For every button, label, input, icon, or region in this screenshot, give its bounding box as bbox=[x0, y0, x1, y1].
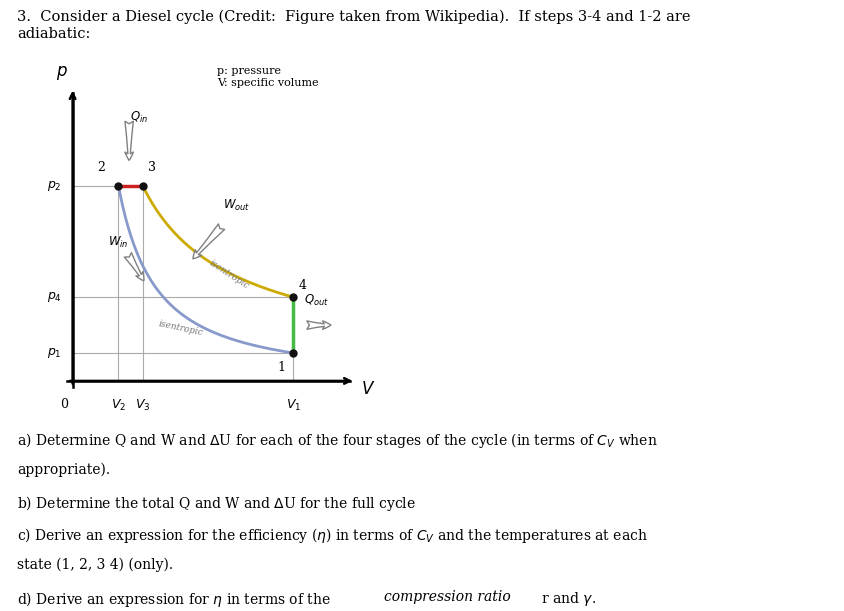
Text: $W_{in}$: $W_{in}$ bbox=[107, 235, 128, 250]
Text: $p_1$: $p_1$ bbox=[47, 346, 62, 360]
Text: 3.  Consider a Diesel cycle (Credit:  Figure taken from Wikipedia).  If steps 3-: 3. Consider a Diesel cycle (Credit: Figu… bbox=[17, 9, 690, 24]
Text: 0: 0 bbox=[61, 398, 68, 411]
Text: r and $\gamma$.: r and $\gamma$. bbox=[537, 590, 596, 607]
Text: p: pressure
V: specific volume: p: pressure V: specific volume bbox=[217, 67, 318, 88]
Text: compression ratio: compression ratio bbox=[384, 590, 511, 604]
Text: $V_2$: $V_2$ bbox=[111, 398, 126, 413]
Text: $p$: $p$ bbox=[56, 64, 68, 82]
Text: 3: 3 bbox=[148, 161, 156, 174]
Text: $p_2$: $p_2$ bbox=[47, 178, 62, 192]
Text: state (1, 2, 3 4) (only).: state (1, 2, 3 4) (only). bbox=[17, 558, 173, 573]
Text: 2: 2 bbox=[97, 161, 105, 174]
Text: a) Determine Q and W and $\Delta$U for each of the four stages of the cycle (in : a) Determine Q and W and $\Delta$U for e… bbox=[17, 431, 657, 450]
Text: isentropic: isentropic bbox=[207, 258, 250, 291]
Text: 4: 4 bbox=[299, 279, 306, 291]
Text: $V$: $V$ bbox=[360, 381, 375, 398]
Text: $Q_{out}$: $Q_{out}$ bbox=[304, 293, 328, 309]
Text: $W_{out}$: $W_{out}$ bbox=[223, 199, 251, 213]
Text: 1: 1 bbox=[277, 361, 285, 375]
Text: appropriate).: appropriate). bbox=[17, 463, 110, 477]
Text: d) Derive an expression for $\eta$ in terms of the: d) Derive an expression for $\eta$ in te… bbox=[17, 590, 331, 609]
Text: adiabatic:: adiabatic: bbox=[17, 27, 90, 42]
Text: isentropic: isentropic bbox=[157, 319, 203, 337]
Text: $V_3$: $V_3$ bbox=[135, 398, 150, 413]
Text: $p_4$: $p_4$ bbox=[46, 290, 62, 304]
Text: $V_1$: $V_1$ bbox=[285, 398, 300, 413]
Text: c) Derive an expression for the efficiency ($\eta$) in terms of $C_V$ and the te: c) Derive an expression for the efficien… bbox=[17, 526, 647, 545]
Text: b) Determine the total Q and W and $\Delta$U for the full cycle: b) Determine the total Q and W and $\Del… bbox=[17, 494, 415, 513]
Text: $Q_{in}$: $Q_{in}$ bbox=[130, 110, 149, 125]
